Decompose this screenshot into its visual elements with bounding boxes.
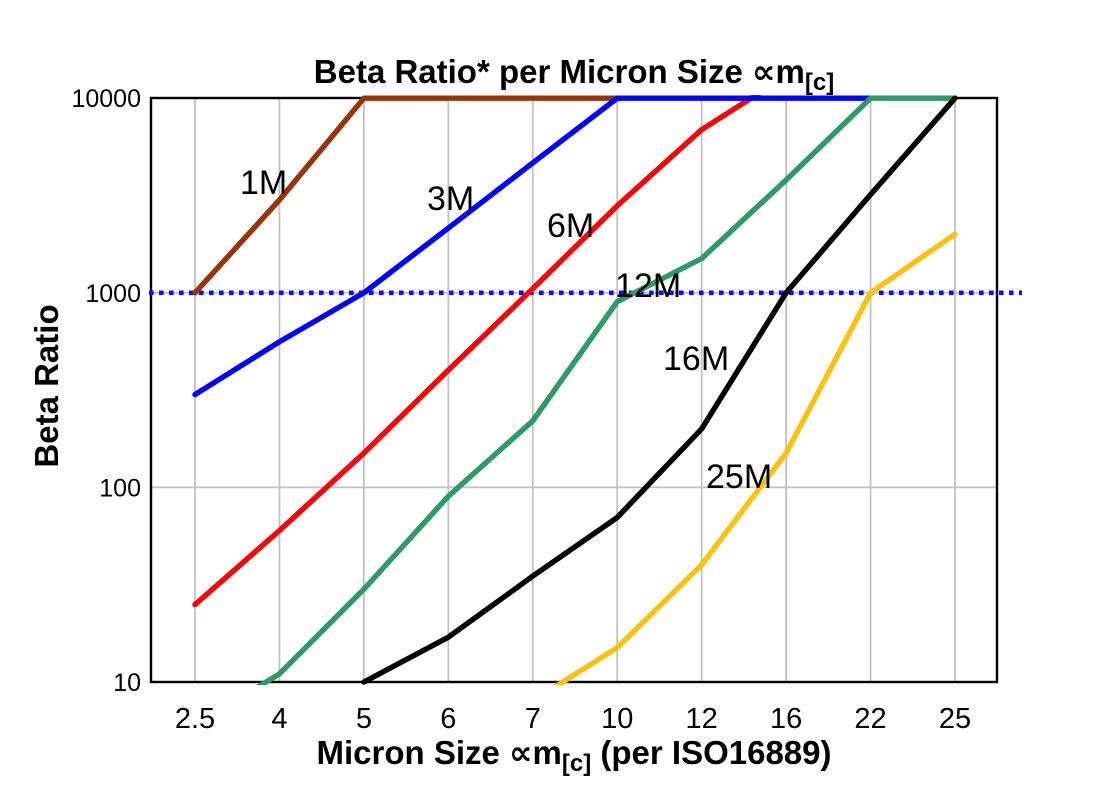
x-tick-label: 2.5 — [175, 703, 215, 735]
x-tick-label: 10 — [601, 703, 633, 735]
y-tick-label: 10 — [113, 669, 141, 697]
series-line-16m — [361, 95, 958, 685]
series-line-6m — [192, 95, 762, 608]
tick-labels: 10000 1000 100 10 2.5 4 5 6 7 10 12 16 22 25 — [71, 85, 971, 735]
x-tick-label: 6 — [440, 703, 456, 735]
x-tick-label: 16 — [770, 703, 802, 735]
x-axis-title-main: Micron Size ∝m — [317, 734, 562, 771]
y-tick-label: 1000 — [85, 280, 141, 308]
x-tick-label: 12 — [686, 703, 718, 735]
x-axis-title-subscript: [c] — [562, 750, 591, 777]
y-tick-label: 100 — [99, 474, 141, 502]
x-axis-title: Micron Size ∝m[c] (per ISO16889) — [317, 734, 832, 777]
series-label-6m: 6M — [547, 207, 594, 245]
series-labels: 1M 3M 6M 12M 16M 25M — [240, 164, 772, 496]
series-line-25m — [552, 231, 958, 685]
y-axis-title: Beta Ratio — [28, 304, 65, 467]
series-label-1m: 1M — [240, 164, 287, 202]
x-axis-title-post: (per ISO16889) — [591, 734, 831, 771]
series-line-12m — [255, 95, 958, 685]
y-tick-label: 10000 — [71, 85, 141, 113]
series-line-3m — [192, 95, 874, 398]
series-group — [192, 95, 958, 685]
x-tick-label: 7 — [525, 703, 541, 735]
chart-title: Beta Ratio* per Micron Size ∝m[c] — [314, 53, 834, 96]
x-tick-label: 5 — [356, 703, 372, 735]
chart-title-subscript: [c] — [805, 69, 834, 96]
chart-title-main: Beta Ratio* per Micron Size ∝m — [314, 53, 805, 90]
x-tick-label: 25 — [939, 703, 971, 735]
series-label-25m: 25M — [706, 458, 772, 496]
series-line-1m — [192, 95, 620, 296]
series-label-3m: 3M — [427, 180, 474, 218]
x-tick-label: 4 — [271, 703, 287, 735]
x-tick-label: 22 — [854, 703, 886, 735]
series-label-12m: 12M — [615, 267, 681, 305]
series-label-16m: 16M — [663, 340, 729, 378]
